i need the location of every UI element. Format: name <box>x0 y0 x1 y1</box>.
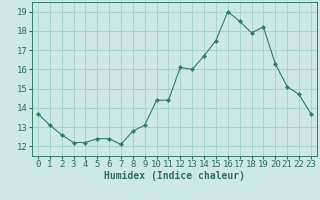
X-axis label: Humidex (Indice chaleur): Humidex (Indice chaleur) <box>104 171 245 181</box>
